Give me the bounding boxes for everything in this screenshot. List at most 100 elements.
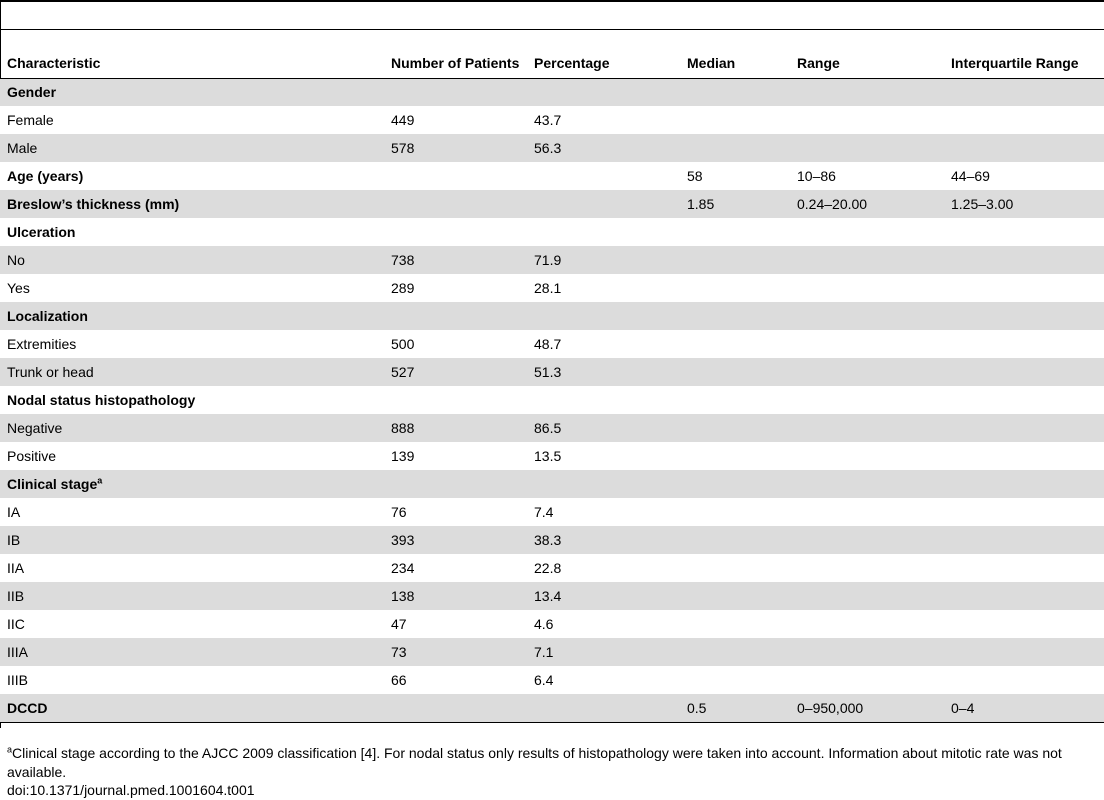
- cell-iqr: [944, 274, 1104, 302]
- cell-median: [680, 442, 790, 470]
- cell-percentage-text: 6.4: [534, 672, 554, 688]
- cell-characteristic: IIB: [0, 582, 384, 610]
- cell-characteristic: IA: [0, 498, 384, 526]
- cell-iqr-text: 0–4: [951, 699, 975, 716]
- cell-characteristic-text: Ulceration: [7, 224, 76, 240]
- cell-percentage: 51.3: [527, 358, 680, 386]
- cell-range: 10–86: [790, 162, 944, 190]
- cell-range: [790, 246, 944, 274]
- cell-range: [790, 470, 944, 498]
- cell-characteristic: Male: [0, 134, 384, 162]
- cell-characteristic: Trunk or head: [0, 358, 384, 386]
- cell-range-text: 0.24–20.00: [797, 196, 868, 212]
- cell-characteristic-text: Positive: [7, 448, 57, 464]
- cell-patients: 449: [384, 106, 527, 134]
- cell-percentage-text: 28.1: [534, 280, 562, 296]
- cell-characteristic-text: IB: [7, 532, 21, 548]
- table-row: Localization: [0, 302, 1104, 330]
- footnote-reference: a: [97, 475, 103, 486]
- cell-characteristic-text: Yes: [7, 280, 30, 296]
- cell-iqr: [944, 498, 1104, 526]
- cell-characteristic-text: Breslow’s thickness (mm): [7, 196, 180, 212]
- cell-patients: 138: [384, 582, 527, 610]
- cell-range: [790, 302, 944, 330]
- cell-percentage: 43.7: [527, 106, 680, 134]
- cell-median: 1.85: [680, 190, 790, 218]
- cell-characteristic-text: Localization: [7, 308, 88, 324]
- cell-median: [680, 498, 790, 526]
- table-row: IB 393 38.3: [0, 526, 1104, 554]
- cell-characteristic: IB: [0, 526, 384, 554]
- cell-iqr: 1.25–3.00: [944, 190, 1104, 218]
- cell-patients: 47: [384, 610, 527, 638]
- cell-median-text: 0.5: [687, 699, 707, 716]
- cell-patients: 73: [384, 638, 527, 666]
- cell-patients-text: 527: [391, 364, 415, 380]
- cell-percentage: [527, 78, 680, 106]
- cell-characteristic: No: [0, 246, 384, 274]
- table-row: Yes 289 28.1: [0, 274, 1104, 302]
- cell-characteristic-text: IIB: [7, 588, 25, 604]
- cell-percentage: 13.5: [527, 442, 680, 470]
- cell-iqr: 44–69: [944, 162, 1104, 190]
- cell-patients-text: 289: [391, 280, 415, 296]
- cell-patients: [384, 78, 527, 106]
- cell-median-text: 1.85: [687, 196, 715, 212]
- cell-median: [680, 526, 790, 554]
- cell-iqr: [944, 218, 1104, 246]
- cell-patients: [384, 190, 527, 218]
- table-row: Breslow’s thickness (mm) 1.85 0.24–20.00 1.…: [0, 190, 1104, 218]
- cell-iqr: [944, 610, 1104, 638]
- cell-characteristic: Extremities: [0, 330, 384, 358]
- cell-median: [680, 106, 790, 134]
- cell-median: [680, 582, 790, 610]
- cell-patients-text: 393: [391, 532, 415, 548]
- cell-percentage: [527, 162, 680, 190]
- cell-percentage-text: 48.7: [534, 336, 562, 352]
- cell-patients-text: 138: [391, 588, 415, 604]
- cell-median: [680, 78, 790, 106]
- cell-percentage-text: 4.6: [534, 616, 554, 632]
- cell-patients: [384, 162, 527, 190]
- table-row: IIA 234 22.8: [0, 554, 1104, 582]
- cell-percentage: [527, 302, 680, 330]
- column-header-iqr: Interquartile Range: [944, 30, 1104, 79]
- cell-characteristic: Yes: [0, 274, 384, 302]
- cell-range: [790, 638, 944, 666]
- cell-characteristic-text: Nodal status histopathology: [7, 392, 196, 408]
- cell-percentage-text: 51.3: [534, 364, 562, 380]
- cell-percentage-text: 38.3: [534, 532, 562, 548]
- table-header-row: Characteristic Number of Patients Percen…: [0, 30, 1104, 79]
- table-row: Trunk or head 527 51.3: [0, 358, 1104, 386]
- cell-characteristic-text: Gender: [7, 84, 57, 101]
- cell-range: [790, 498, 944, 526]
- cell-percentage-text: 13.5: [534, 448, 562, 464]
- cell-characteristic-text: Female: [7, 112, 54, 128]
- cell-percentage: 48.7: [527, 330, 680, 358]
- cell-range: [790, 582, 944, 610]
- cell-range: [790, 442, 944, 470]
- cell-characteristic-text: No: [7, 252, 25, 268]
- cell-median: [680, 638, 790, 666]
- cell-percentage-text: 13.4: [534, 588, 562, 604]
- cell-percentage: 71.9: [527, 246, 680, 274]
- cell-patients-text: 500: [391, 336, 415, 352]
- cell-iqr: [944, 666, 1104, 694]
- cell-characteristic-text: IIIA: [7, 644, 29, 660]
- cell-patients: 289: [384, 274, 527, 302]
- cell-patients-text: 139: [391, 448, 415, 464]
- cell-patients: 234: [384, 554, 527, 582]
- cell-characteristic: Clinical stagea: [0, 470, 384, 498]
- cell-range: [790, 414, 944, 442]
- cell-median: [680, 358, 790, 386]
- table-row: IIB 138 13.4: [0, 582, 1104, 610]
- footnote-marker: a: [7, 744, 13, 755]
- table-row: Extremities 500 48.7: [0, 330, 1104, 358]
- cell-iqr: [944, 106, 1104, 134]
- cell-range-text: 10–86: [797, 168, 836, 184]
- cell-median: [680, 274, 790, 302]
- cell-characteristic: Nodal status histopathology: [0, 386, 384, 414]
- table-row: Ulceration: [0, 218, 1104, 246]
- cell-characteristic: Female: [0, 106, 384, 134]
